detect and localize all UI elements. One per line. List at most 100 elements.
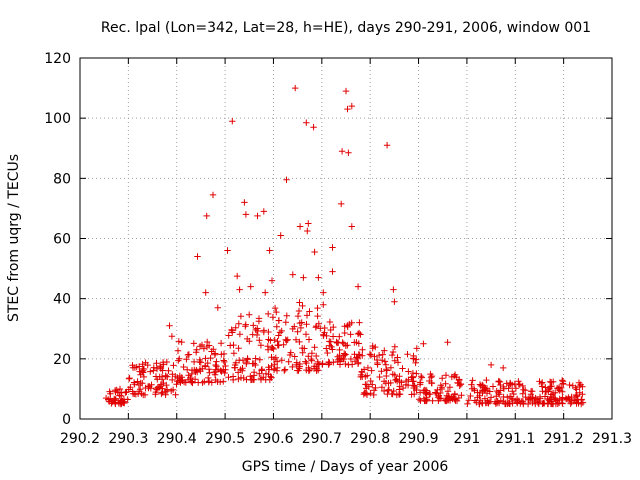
data-point	[428, 379, 435, 387]
data-point	[205, 366, 213, 373]
data-point	[368, 367, 375, 374]
data-point	[283, 312, 290, 319]
data-point	[394, 354, 401, 361]
data-point	[297, 324, 305, 332]
data-point	[380, 378, 388, 385]
data-point	[250, 360, 258, 367]
data-point	[535, 400, 542, 408]
data-point	[254, 327, 261, 335]
data-point	[391, 298, 398, 305]
axis-ticks	[79, 57, 613, 420]
data-point	[292, 84, 299, 92]
data-point	[230, 350, 238, 357]
data-point	[329, 346, 336, 353]
data-point	[272, 354, 279, 361]
x-tick-label: 290.8	[350, 431, 390, 447]
data-point	[310, 124, 317, 131]
data-point	[305, 353, 312, 360]
data-point	[220, 378, 227, 385]
data-point	[136, 363, 143, 370]
x-tick-label: 290.9	[398, 431, 438, 447]
data-point	[157, 364, 164, 371]
data-point	[341, 323, 348, 330]
x-tick-label: 290.5	[205, 431, 245, 447]
x-tick-label: 291.1	[495, 431, 535, 447]
data-point	[342, 342, 349, 349]
data-point	[476, 400, 483, 408]
data-point	[389, 371, 396, 378]
data-point	[225, 374, 232, 381]
data-point	[300, 274, 307, 281]
data-point	[294, 312, 302, 320]
data-point	[141, 391, 149, 399]
data-point	[122, 389, 129, 396]
data-point	[135, 381, 143, 389]
data-point	[542, 384, 549, 391]
data-point	[481, 395, 489, 402]
data-point	[383, 372, 390, 380]
data-point	[444, 339, 451, 346]
data-point	[174, 347, 182, 354]
data-point	[239, 357, 247, 364]
data-point	[456, 376, 463, 384]
data-point	[518, 398, 525, 405]
data-point	[451, 390, 458, 398]
data-point	[458, 392, 465, 399]
data-point	[172, 391, 179, 398]
data-point	[107, 395, 114, 402]
data-point	[477, 397, 484, 404]
data-point	[168, 333, 176, 340]
data-point	[399, 384, 407, 392]
data-point	[412, 359, 419, 367]
data-point	[202, 362, 209, 369]
data-point	[112, 395, 119, 402]
data-point	[206, 369, 213, 376]
data-point	[500, 364, 507, 372]
data-point	[539, 379, 546, 386]
data-point	[341, 352, 348, 359]
x-tick-labels: 290.2 290.3 290.4 290.5 290.6 290.7 290.8 290.9…	[60, 431, 632, 447]
data-point	[434, 394, 442, 401]
data-point	[273, 367, 281, 374]
data-point	[296, 299, 303, 306]
data-point	[559, 388, 566, 395]
data-point	[294, 328, 301, 335]
data-point	[559, 378, 567, 385]
data-point	[374, 361, 381, 368]
data-point	[432, 389, 439, 396]
data-point	[152, 391, 159, 398]
y-tick-label: 80	[53, 171, 71, 187]
data-point	[376, 373, 383, 381]
data-point	[184, 351, 192, 359]
data-point	[154, 384, 162, 391]
data-point	[188, 367, 196, 374]
data-point	[384, 387, 392, 394]
data-point	[500, 385, 508, 392]
data-point	[457, 380, 465, 388]
data-point	[257, 376, 265, 383]
data-point	[413, 386, 420, 394]
data-point	[169, 371, 176, 378]
data-point	[320, 301, 327, 308]
data-point	[129, 364, 137, 371]
data-point	[428, 372, 436, 380]
data-point	[266, 247, 273, 254]
y-tick-label: 40	[53, 292, 71, 308]
data-point	[411, 390, 418, 398]
data-point	[163, 387, 171, 395]
x-tick-label: 290.4	[157, 431, 197, 447]
data-point	[538, 380, 545, 388]
data-point	[381, 347, 388, 354]
data-point	[385, 380, 392, 387]
data-point	[348, 223, 355, 230]
data-point	[176, 355, 183, 362]
data-point	[235, 320, 242, 327]
data-point	[258, 367, 266, 374]
data-point	[349, 361, 356, 368]
data-point	[342, 87, 350, 95]
data-point	[265, 328, 272, 336]
data-point	[548, 400, 556, 408]
data-point	[464, 400, 471, 408]
data-point	[465, 397, 472, 404]
data-point	[327, 326, 334, 334]
